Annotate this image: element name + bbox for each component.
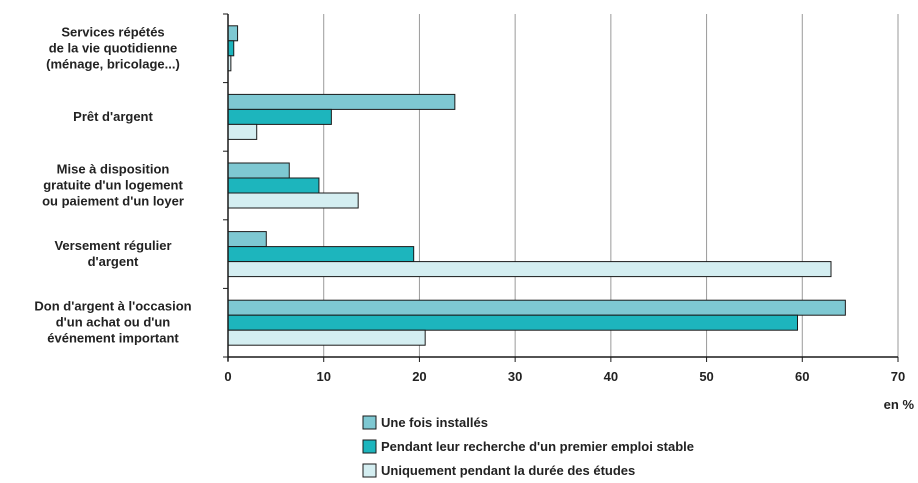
gridlines <box>323 14 899 357</box>
bar-series0-cat1 <box>227 93 456 110</box>
category-label-line: d'argent <box>88 254 139 269</box>
bar-series0-cat3 <box>227 231 267 248</box>
bar-series2-cat1 <box>227 123 258 140</box>
x-tick-label-40: 40 <box>604 369 618 384</box>
bar-series1-cat0 <box>227 40 235 57</box>
bar-series1-cat1 <box>227 108 332 125</box>
x-tick-label-70: 70 <box>891 369 905 384</box>
category-label-1: Prêt d'argent <box>73 109 153 124</box>
x-tick-label-20: 20 <box>412 369 426 384</box>
category-label-line: Don d'argent à l'occasion <box>34 299 191 314</box>
bar-series0-cat4 <box>227 299 846 316</box>
x-axis-unit-label: en % <box>884 397 915 412</box>
legend-swatch-2 <box>362 463 377 478</box>
category-label-line: (ménage, bricolage...) <box>46 56 180 71</box>
bar-series0-cat0 <box>227 25 239 42</box>
x-tick-label-10: 10 <box>316 369 330 384</box>
category-label-line: Versement régulier <box>54 238 171 253</box>
category-label-line: d'un achat ou d'un <box>56 315 171 330</box>
category-label-line: Prêt d'argent <box>73 109 153 124</box>
category-label-line: événement important <box>47 331 179 346</box>
bars <box>227 25 846 346</box>
legend-label-2: Uniquement pendant la durée des études <box>381 463 635 478</box>
category-label-line: de la vie quotidienne <box>49 40 178 55</box>
category-label-3: Versement régulier d'argent <box>54 238 171 269</box>
x-tick-label-0: 0 <box>224 369 231 384</box>
category-label-line: ou paiement d'un loyer <box>42 194 184 209</box>
legend-label-0: Une fois installés <box>381 415 488 430</box>
legend-swatch-0 <box>362 415 377 430</box>
category-label-2: Mise à disposition gratuite d'un logement… <box>42 162 184 209</box>
axes <box>223 13 899 362</box>
category-label-line: gratuite d'un logement <box>43 178 183 193</box>
category-label-0: Services répétés de la vie quotidienne (mé… <box>46 24 180 71</box>
bar-series2-cat4 <box>227 329 426 346</box>
bar-series1-cat4 <box>227 314 798 331</box>
legend-swatch-1 <box>362 439 377 454</box>
bar-series2-cat3 <box>227 261 832 278</box>
x-tick-label-60: 60 <box>795 369 809 384</box>
bar-series2-cat2 <box>227 192 359 209</box>
category-labels: Services répétés de la vie quotidienne (mé… <box>34 24 191 345</box>
legend-label-1: Pendant leur recherche d'un premier empl… <box>381 439 694 454</box>
category-label-line: Mise à disposition <box>57 162 170 177</box>
category-label-line: Services répétés <box>61 24 164 39</box>
x-tick-label-30: 30 <box>508 369 522 384</box>
bar-series1-cat2 <box>227 177 320 194</box>
legend: Une fois installés Pendant leur recherche… <box>362 415 694 478</box>
category-label-4: Don d'argent à l'occasion d'un achat ou d… <box>34 299 191 346</box>
bar-series1-cat3 <box>227 246 415 263</box>
tick-labels: 0 10 20 30 40 50 60 70 <box>224 369 905 384</box>
bar-series0-cat2 <box>227 162 290 179</box>
x-tick-label-50: 50 <box>699 369 713 384</box>
